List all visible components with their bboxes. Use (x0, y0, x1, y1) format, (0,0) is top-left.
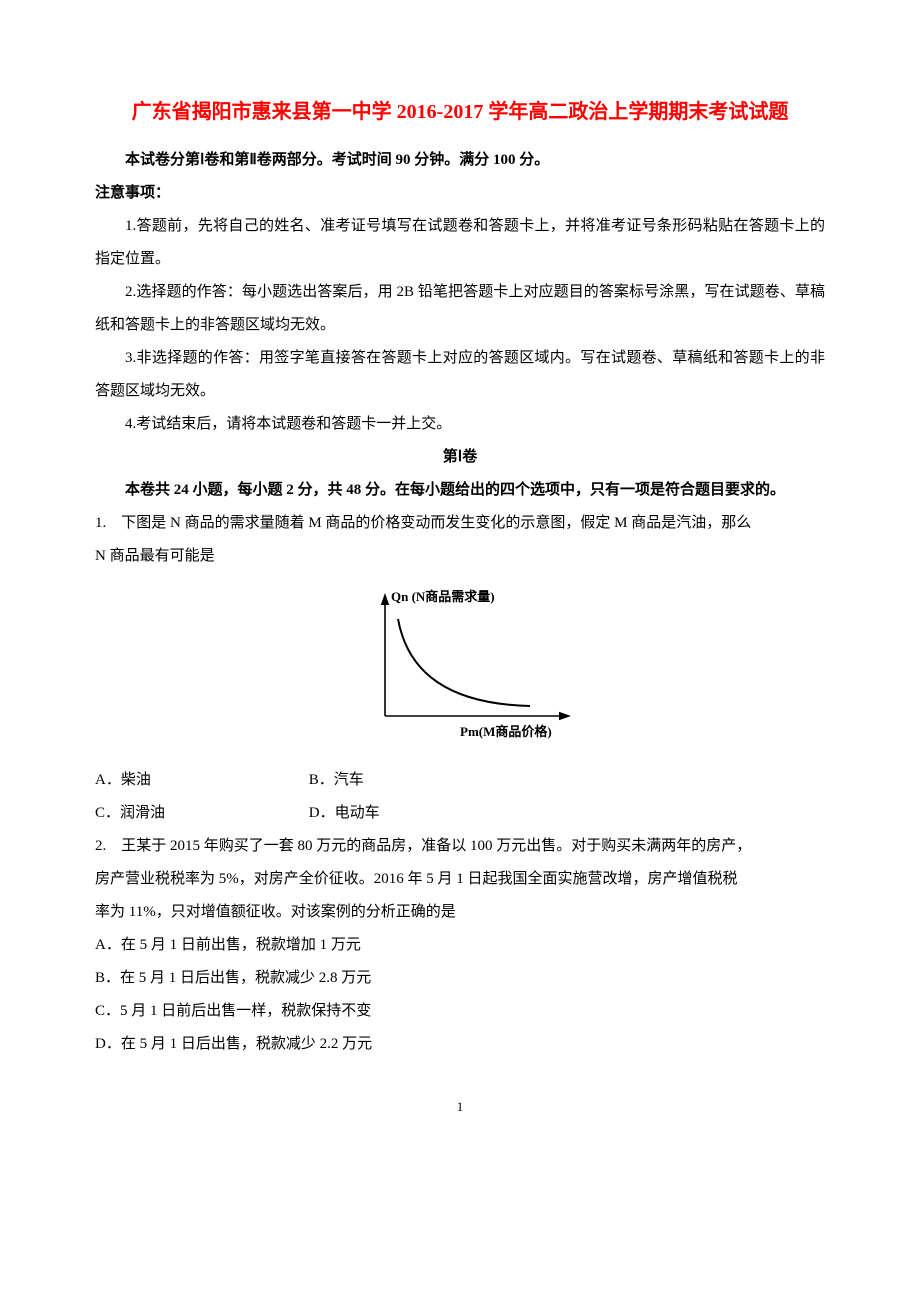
notice-item: 2.选择题的作答：每小题选出答案后，用 2B 铅笔把答题卡上对应题目的答案标号涂… (95, 276, 825, 342)
page-title: 广东省揭阳市惠来县第一中学 2016-2017 学年高二政治上学期期末考试试题 (95, 90, 825, 134)
q2-option-d: D．在 5 月 1 日后出售，税款减少 2.2 万元 (95, 1028, 825, 1061)
q2-stem-line: 2. 王某于 2015 年购买了一套 80 万元的商品房，准备以 100 万元出… (95, 830, 825, 863)
intro-line: 本试卷分第Ⅰ卷和第Ⅱ卷两部分。考试时间 90 分钟。满分 100 分。 (95, 144, 825, 177)
document-page: 广东省揭阳市惠来县第一中学 2016-2017 学年高二政治上学期期末考试试题 … (0, 0, 920, 1155)
q1-stem-line: 1. 下图是 N 商品的需求量随着 M 商品的价格变动而发生变化的示意图，假定 … (95, 507, 825, 540)
q1-stem-line: N 商品最有可能是 (95, 540, 825, 573)
notice-item: 1.答题前，先将自己的姓名、准考证号填写在试题卷和答题卡上，并将准考证号条形码粘… (95, 210, 825, 276)
q1-option-a: A．柴油 (95, 764, 305, 797)
section-1-heading: 第Ⅰ卷 (95, 441, 825, 474)
q2-option-a: A．在 5 月 1 日前出售，税款增加 1 万元 (95, 929, 825, 962)
notice-heading: 注意事项： (95, 177, 825, 210)
q2-option-c: C．5 月 1 日前后出售一样，税款保持不变 (95, 995, 825, 1028)
demand-curve-svg: Qn (N商品需求量) Pm(M商品价格) (340, 581, 580, 751)
section-1-instruction: 本卷共 24 小题，每小题 2 分，共 48 分。在每小题给出的四个选项中，只有… (95, 474, 825, 507)
q2-option-b: B．在 5 月 1 日后出售，税款减少 2.8 万元 (95, 962, 825, 995)
q1-chart-container: Qn (N商品需求量) Pm(M商品价格) (95, 581, 825, 756)
page-number: 1 (95, 1099, 825, 1115)
svg-text:Qn (N商品需求量): Qn (N商品需求量) (391, 589, 495, 604)
notice-item: 3.非选择题的作答：用签字笔直接答在答题卡上对应的答题区域内。写在试题卷、草稿纸… (95, 342, 825, 408)
q1-option-b: B．汽车 (309, 764, 364, 797)
q2-stem-line: 房产营业税税率为 5%，对房产全价征收。2016 年 5 月 1 日起我国全面实… (95, 863, 825, 896)
q1-option-d: D．电动车 (309, 797, 380, 830)
q1-options-row: C．润滑油 D．电动车 (95, 797, 825, 830)
q2-stem-line: 率为 11%，只对增值额征收。对该案例的分析正确的是 (95, 896, 825, 929)
svg-text:Pm(M商品价格): Pm(M商品价格) (460, 724, 552, 739)
notice-item: 4.考试结束后，请将本试题卷和答题卡一并上交。 (95, 408, 825, 441)
demand-curve-chart: Qn (N商品需求量) Pm(M商品价格) (340, 581, 580, 751)
q1-option-c: C．润滑油 (95, 797, 305, 830)
q1-options-row: A．柴油 B．汽车 (95, 764, 825, 797)
